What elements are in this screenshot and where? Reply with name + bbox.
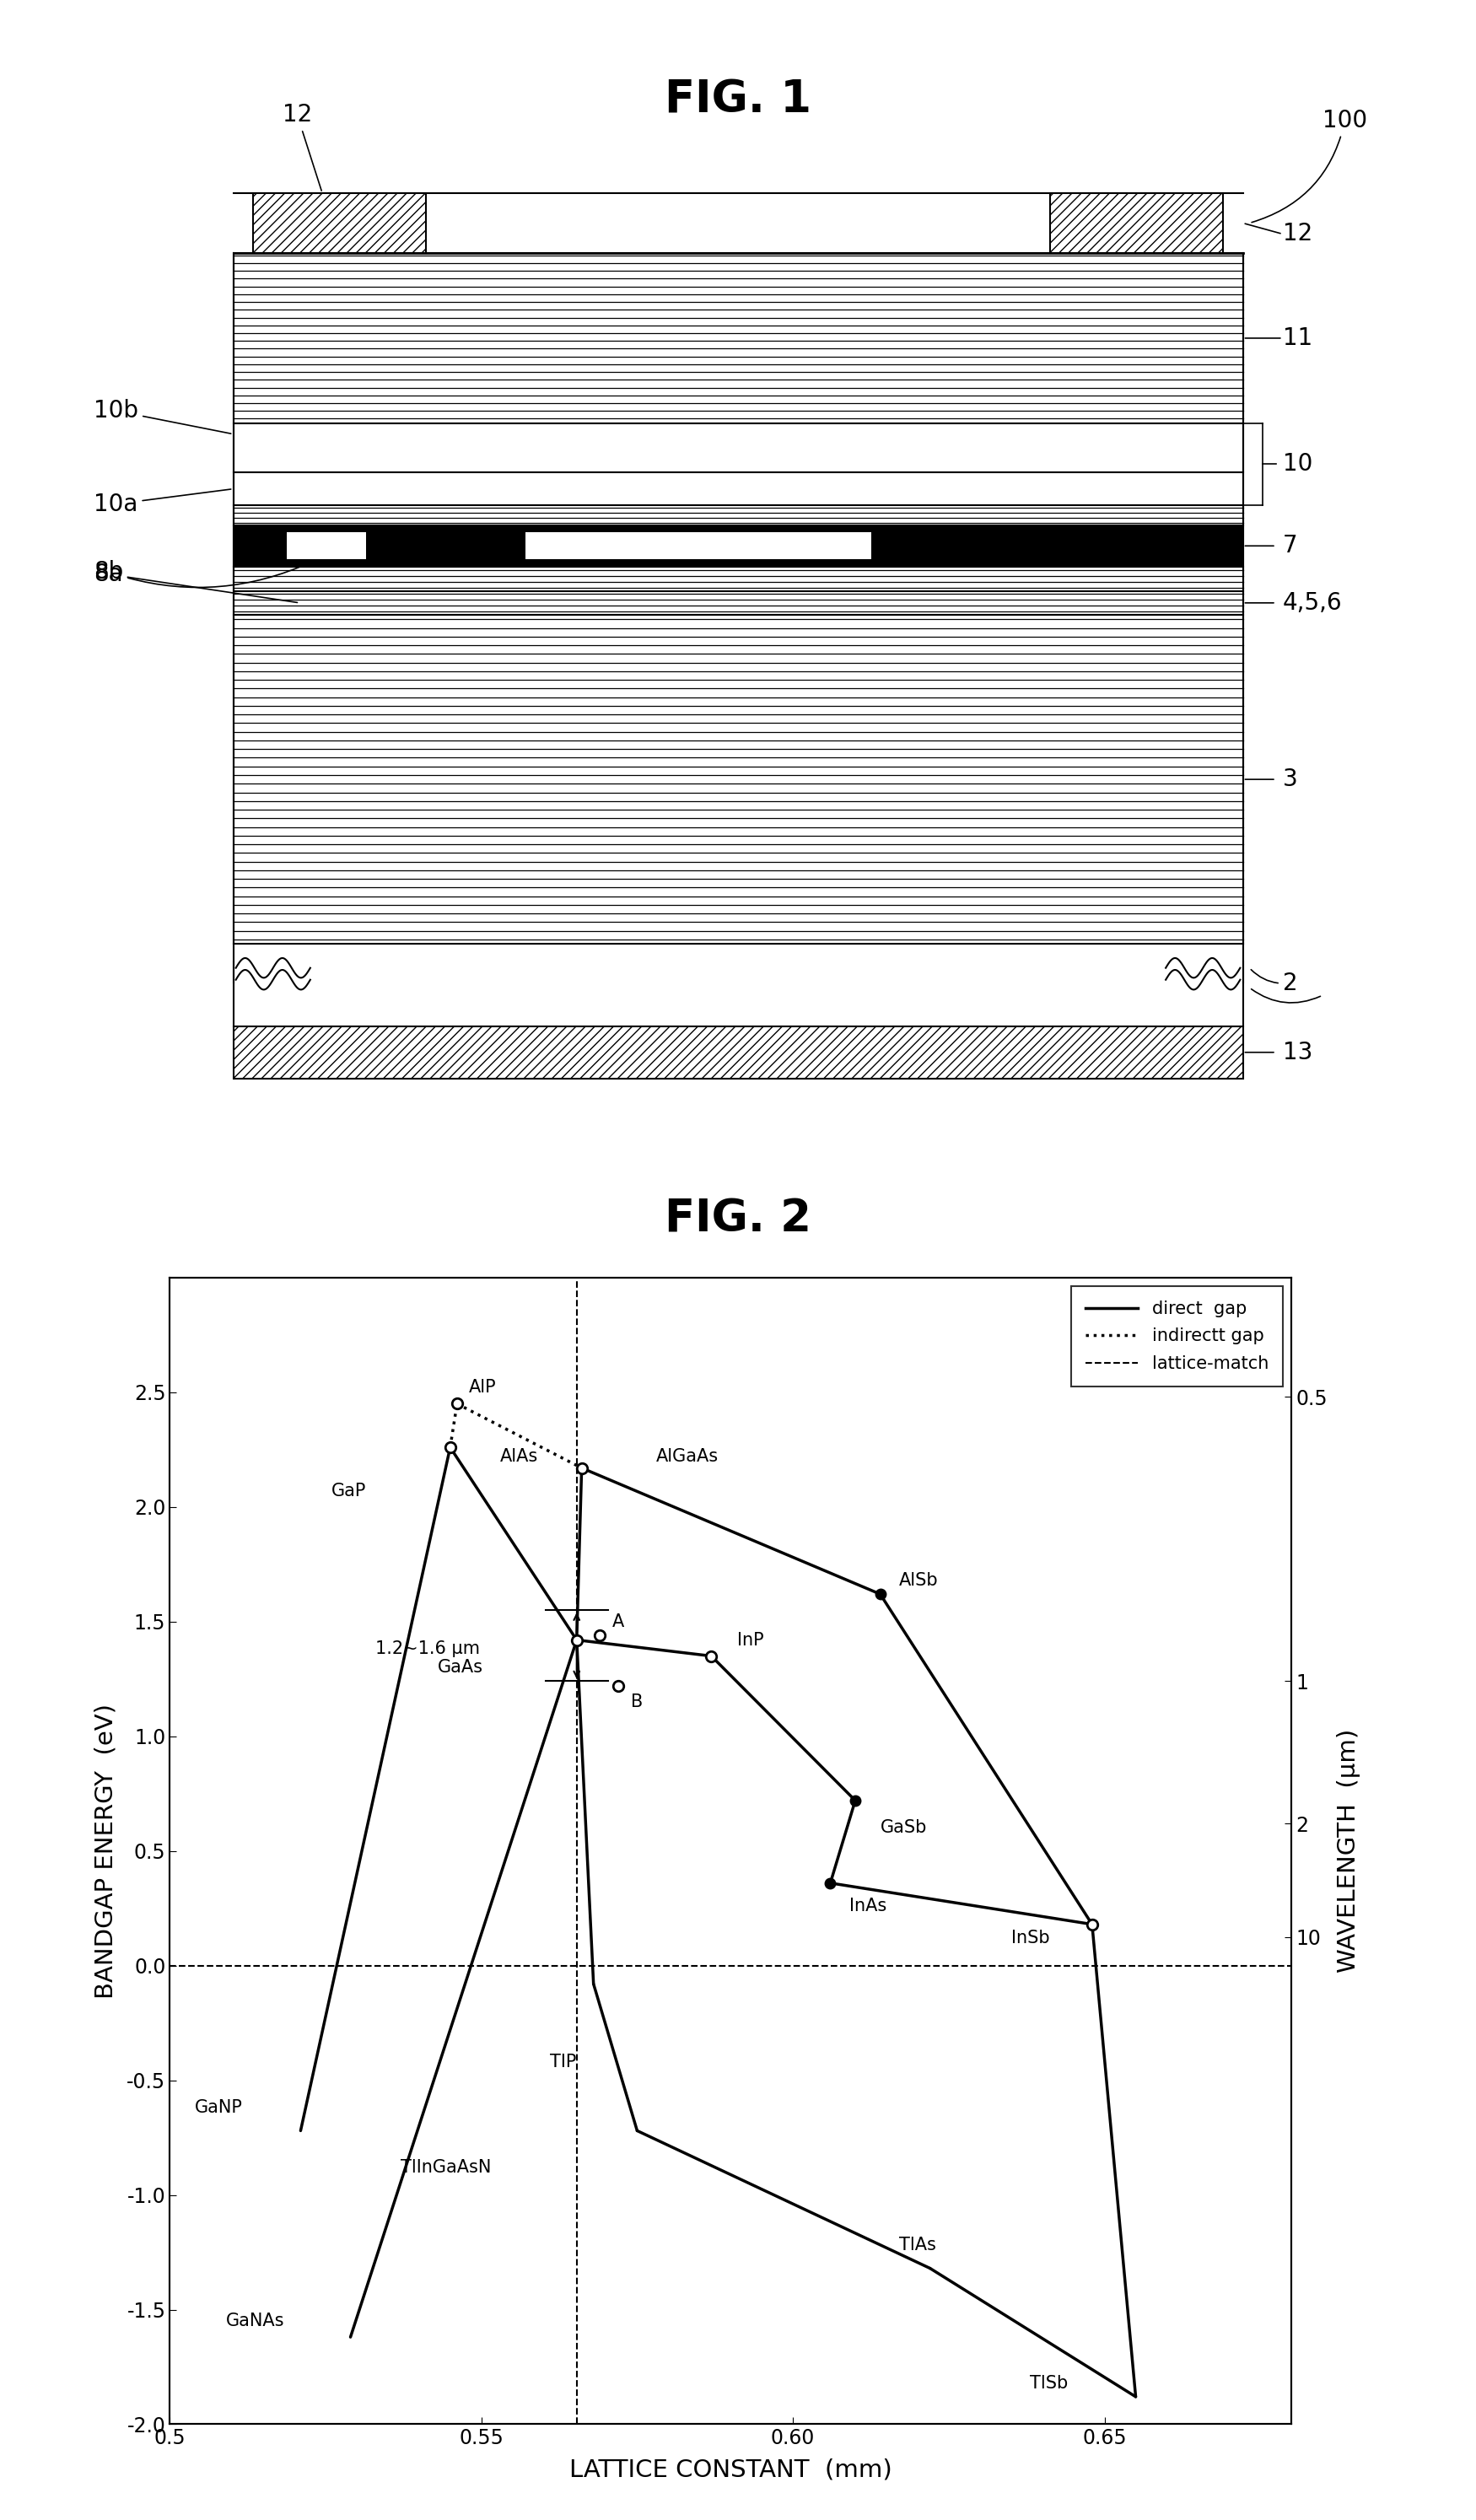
Bar <box>233 524 1243 567</box>
Text: GaSb: GaSb <box>880 1819 927 1837</box>
Text: 1.2~1.6 μm: 1.2~1.6 μm <box>375 1641 480 1658</box>
Text: GaNAs: GaNAs <box>226 2313 285 2328</box>
Text: FIG. 2: FIG. 2 <box>664 1197 812 1240</box>
Text: FIG. 1: FIG. 1 <box>664 78 812 121</box>
Text: 10b: 10b <box>94 398 230 433</box>
Text: GaP: GaP <box>332 1482 366 1499</box>
Y-axis label: WAVELENGTH  (μm): WAVELENGTH (μm) <box>1337 1729 1361 1973</box>
Text: 2: 2 <box>1252 970 1297 995</box>
Bar <box>233 590 1243 615</box>
Text: AlSb: AlSb <box>899 1572 939 1588</box>
Text: InSb: InSb <box>1011 1930 1049 1945</box>
Bar <box>233 567 1243 590</box>
Text: 10a: 10a <box>94 489 230 517</box>
Text: 13: 13 <box>1283 1041 1312 1063</box>
Text: 3: 3 <box>1283 769 1297 791</box>
Bar <box>525 532 871 559</box>
X-axis label: LATTICE CONSTANT  (mm): LATTICE CONSTANT (mm) <box>570 2457 892 2482</box>
Text: AlAs: AlAs <box>500 1449 539 1464</box>
Text: 10: 10 <box>1283 454 1312 476</box>
Bar <box>233 507 1243 524</box>
Bar <box>233 252 1243 423</box>
Legend: direct  gap, indirectt gap, lattice-match: direct gap, indirectt gap, lattice-match <box>1072 1285 1283 1386</box>
Bar <box>254 194 427 252</box>
Text: TlSb: TlSb <box>1030 2374 1069 2391</box>
Text: TlAs: TlAs <box>899 2238 936 2253</box>
Bar <box>286 532 366 559</box>
Text: GaNP: GaNP <box>195 2099 242 2117</box>
Bar <box>233 471 1243 507</box>
Text: TIP: TIP <box>551 2054 576 2071</box>
Text: B: B <box>630 1693 644 1711</box>
Bar <box>233 423 1243 471</box>
Text: GaAs: GaAs <box>438 1658 483 1676</box>
Text: A: A <box>613 1613 624 1630</box>
Text: 12: 12 <box>282 103 322 192</box>
Text: 4,5,6: 4,5,6 <box>1283 592 1342 615</box>
Text: 11: 11 <box>1283 328 1312 350</box>
Bar <box>233 615 1243 945</box>
Text: InAs: InAs <box>849 1898 887 1915</box>
Text: 8b: 8b <box>94 559 311 587</box>
Y-axis label: BANDGAP ENERGY  (eV): BANDGAP ENERGY (eV) <box>94 1704 118 1998</box>
Text: 12: 12 <box>1283 222 1312 247</box>
Text: TlInGaAsN: TlInGaAsN <box>400 2160 492 2175</box>
Text: 100: 100 <box>1252 108 1367 222</box>
Bar <box>1051 194 1224 252</box>
Text: AlGaAs: AlGaAs <box>655 1449 719 1464</box>
Text: InP: InP <box>737 1630 763 1648</box>
Text: 7: 7 <box>1283 534 1297 557</box>
Bar <box>233 1026 1243 1079</box>
Text: AlP: AlP <box>469 1378 496 1396</box>
Text: 8a: 8a <box>94 562 297 602</box>
